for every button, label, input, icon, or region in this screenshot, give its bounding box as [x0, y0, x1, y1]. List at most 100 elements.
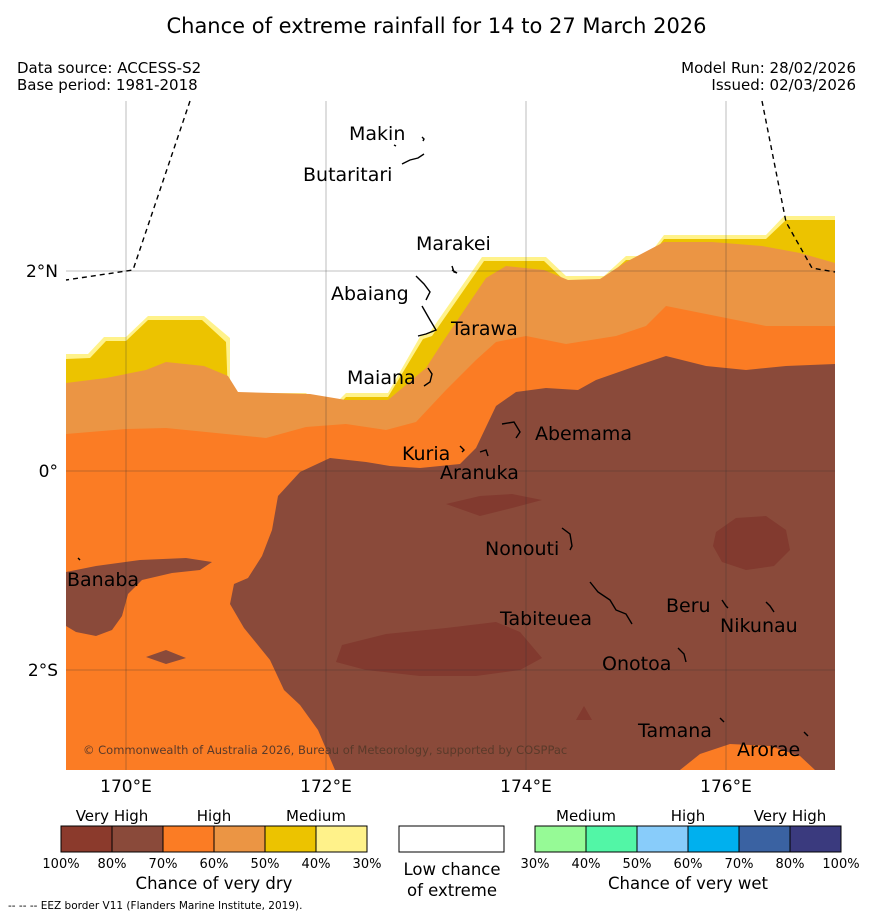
- butaritari-outline: [401, 153, 425, 165]
- dry-80-100-area: [713, 516, 790, 570]
- legend-dry-percent: 80%: [98, 857, 127, 872]
- legend-dry-swatch: [264, 825, 317, 853]
- legend-wet-percent: 30%: [521, 857, 550, 872]
- legend-wet-percent: 70%: [725, 857, 754, 872]
- legend-dry-caption: Chance of very dry: [136, 874, 293, 893]
- dry-70-80-west-area: [66, 558, 212, 636]
- makin-outline: [421, 136, 425, 142]
- legend-wet-percent: 100%: [822, 857, 859, 872]
- lat-tick-labels: 2°N 0° 2°S: [26, 262, 58, 681]
- legend-wet-percent: 60%: [674, 857, 703, 872]
- label-abemama: Abemama: [535, 423, 632, 445]
- legend-wet-percent: 40%: [572, 857, 601, 872]
- nonouti-outline: [561, 527, 573, 551]
- label-beru: Beru: [666, 595, 711, 617]
- legend-low-chance: Low chance of extreme: [398, 825, 505, 900]
- legend-wet-caption: Chance of very wet: [608, 874, 769, 893]
- label-onotoa: Onotoa: [602, 653, 671, 675]
- tarawa-outline: [417, 305, 438, 337]
- lon-tick-labels: 170°E 172°E 174°E 176°E: [100, 777, 752, 797]
- model-run-info: Model Run: 28/02/2026 Issued: 02/03/2026: [681, 60, 856, 94]
- dry-80-100-area: [336, 622, 542, 676]
- abemama-outline: [501, 421, 521, 439]
- issued-date: Issued: 02/03/2026: [711, 76, 856, 94]
- dry-70-80-patch: [146, 650, 186, 664]
- rainfall-map: Makin Butaritari Marakei Abaiang Tarawa …: [26, 100, 860, 900]
- data-source-info: Data source: ACCESS-S2 Base period: 1981…: [17, 60, 201, 94]
- legend-wet-percents: 30% 40% 50% 60% 70% 80% 100%: [521, 857, 860, 872]
- chart-title: Chance of extreme rainfall for 14 to 27 …: [166, 14, 707, 38]
- lat-tick-0: 0°: [39, 462, 58, 482]
- maiana-outline: [423, 367, 433, 387]
- label-arorae: Arorae: [737, 739, 800, 761]
- lat-tick-2n: 2°N: [26, 262, 58, 282]
- legend-wet-swatch: [738, 825, 791, 853]
- lon-tick-174e: 174°E: [500, 777, 552, 797]
- legend-dry-percent: 60%: [200, 857, 229, 872]
- label-butaritari: Butaritari: [303, 164, 392, 186]
- legend-dry-percents: 100% 80% 70% 60% 50% 40% 30%: [42, 857, 381, 872]
- lat-tick-2s: 2°S: [28, 661, 58, 681]
- lon-tick-176e: 176°E: [700, 777, 752, 797]
- dry-80-100-area: [576, 706, 592, 720]
- copyright-credit: © Commonwealth of Australia 2026, Bureau…: [83, 743, 567, 757]
- legend-wet-swatch: [687, 825, 740, 853]
- label-nikunau: Nikunau: [720, 615, 798, 637]
- legend-dry-swatch: [315, 825, 368, 853]
- label-makin: Makin: [349, 123, 405, 145]
- legend-dry-swatch: [162, 825, 215, 853]
- tamana-outline: [719, 717, 725, 723]
- legend-wet-medium: Medium: [556, 807, 616, 825]
- legend-dry-swatches: [60, 825, 368, 853]
- legend-dry-percent: 50%: [251, 857, 280, 872]
- legend-wet-percent: 50%: [623, 857, 652, 872]
- label-tarawa: Tarawa: [450, 318, 518, 340]
- banaba-outline: [77, 557, 81, 561]
- marakei-outline: [451, 265, 458, 274]
- beru-outline: [721, 599, 729, 609]
- label-abaiang: Abaiang: [331, 283, 409, 305]
- tabiteuea-outline: [589, 581, 633, 625]
- legend-dry-very-high: Very High: [76, 807, 149, 825]
- island-labels: Makin Butaritari Marakei Abaiang Tarawa …: [67, 123, 800, 761]
- label-kuria: Kuria: [402, 443, 450, 465]
- label-marakei: Marakei: [416, 233, 491, 255]
- abaiang-outline: [415, 275, 431, 301]
- nikunau-outline: [765, 601, 775, 613]
- kuria-outline: [459, 445, 465, 453]
- legend-dry-percent: 70%: [149, 857, 178, 872]
- label-tabiteuea: Tabiteuea: [499, 608, 592, 630]
- legend-low-chance-line1: Low chance: [403, 860, 500, 879]
- model-run: Model Run: 28/02/2026: [681, 59, 856, 77]
- legend-dry-percent: 100%: [42, 857, 79, 872]
- lon-tick-170e: 170°E: [100, 777, 152, 797]
- legend-dry-swatch: [111, 825, 164, 853]
- label-nonouti: Nonouti: [485, 538, 559, 560]
- legend-wet-swatch: [534, 825, 587, 853]
- legend-wet-percent: 80%: [776, 857, 805, 872]
- legend-dry-percent: 40%: [302, 857, 331, 872]
- onotoa-outline: [677, 647, 687, 663]
- legend-wet-swatch: [585, 825, 638, 853]
- lon-tick-172e: 172°E: [300, 777, 352, 797]
- legend-wet-swatch: [636, 825, 689, 853]
- label-banaba: Banaba: [67, 569, 139, 591]
- data-source: Data source: ACCESS-S2: [17, 59, 202, 77]
- legend-wet-swatch: [789, 825, 842, 853]
- island-outlines: [77, 136, 809, 737]
- legend-wet-high: High: [671, 807, 705, 825]
- graticule: [66, 101, 835, 770]
- legend-wet-swatches: [534, 825, 842, 853]
- base-period: Base period: 1981-2018: [17, 76, 198, 94]
- label-aranuka: Aranuka: [440, 462, 519, 484]
- legend-wet-very-high: Very High: [754, 807, 827, 825]
- legend-low-chance-line2: of extreme: [407, 881, 497, 900]
- probability-layers: [66, 101, 835, 770]
- legend-dry-swatch: [213, 825, 266, 853]
- label-maiana: Maiana: [347, 367, 416, 389]
- legend-dry-high: High: [197, 807, 231, 825]
- legend-dry-percent: 30%: [353, 857, 382, 872]
- arorae-outline: [803, 731, 809, 737]
- legend-dry-swatch: [60, 825, 113, 853]
- legend-low-chance-swatch: [398, 825, 505, 853]
